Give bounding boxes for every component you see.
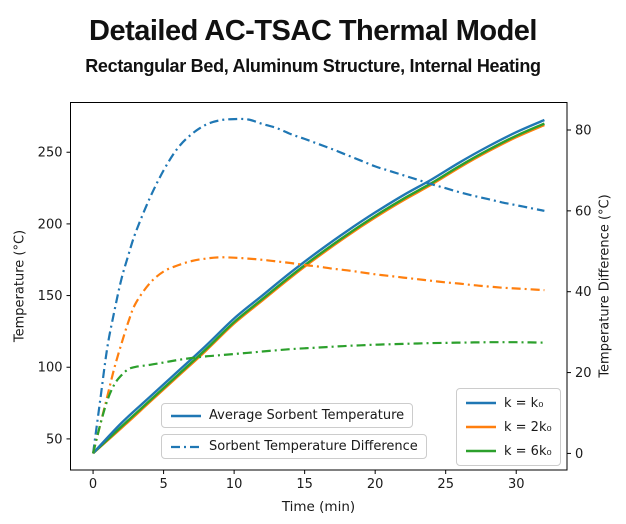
- x-tick-label-5: 5: [159, 477, 167, 492]
- legend-temperature-difference: Sorbent Temperature Difference: [161, 434, 427, 459]
- legend-solid-row: Average Sorbent Temperature: [162, 404, 412, 427]
- x-axis-label: Time (min): [281, 499, 356, 515]
- legend-k0-label: k = k₀: [504, 395, 544, 411]
- y-right-tick-label-20: 20: [575, 366, 592, 381]
- k2-line-sample-icon: [466, 425, 496, 429]
- legend-2k0-label: k = 2k₀: [504, 419, 552, 435]
- legend-k-row-2: k = 6k₀: [457, 439, 560, 463]
- legend-6k0-label: k = 6k₀: [504, 443, 552, 459]
- y-left-tick-label-100: 100: [38, 361, 63, 376]
- chart-title: Detailed AC-TSAC Thermal Model: [89, 15, 537, 47]
- x-tick-label-25: 25: [437, 477, 454, 492]
- y-right-tick-label-40: 40: [575, 285, 592, 300]
- y-axis-label-left: Temperature (°C): [12, 229, 28, 343]
- y-right-tick-label-0: 0: [575, 447, 583, 462]
- legend-solid-label: Average Sorbent Temperature: [209, 408, 405, 423]
- y-right-tick-label-80: 80: [575, 123, 592, 138]
- dashdot-line-sample-icon: [171, 445, 201, 448]
- legend-k-values: k = k₀ k = 2k₀ k = 6k₀: [456, 388, 561, 466]
- plot-frame: [70, 102, 568, 471]
- legend-k-row-0: k = k₀: [457, 391, 560, 415]
- k0-line-sample-icon: [466, 401, 496, 405]
- x-tick-label-10: 10: [226, 477, 243, 492]
- x-tick-label-30: 30: [508, 477, 525, 492]
- legend-dash-row: Sorbent Temperature Difference: [162, 435, 426, 458]
- solid-line-sample-icon: [171, 414, 201, 417]
- y-left-tick-label-200: 200: [38, 217, 63, 232]
- y-left-tick-label-250: 250: [38, 146, 63, 161]
- x-tick-label-0: 0: [89, 477, 97, 492]
- legend-dash-label: Sorbent Temperature Difference: [209, 439, 418, 454]
- series-sorbent-temperature-difference-k-2k: [92, 256, 545, 454]
- legend-k-row-1: k = 2k₀: [457, 415, 560, 439]
- y-left-tick-label-150: 150: [38, 289, 63, 304]
- y-right-tick-label-60: 60: [575, 204, 592, 219]
- series-sorbent-temperature-difference-k-k: [92, 117, 545, 454]
- series-average-sorbent-temperature-k-6k: [92, 122, 545, 455]
- x-tick-label-20: 20: [367, 477, 384, 492]
- x-tick-label-15: 15: [296, 477, 313, 492]
- k6-line-sample-icon: [466, 449, 496, 453]
- chart-subtitle: Rectangular Bed, Aluminum Structure, Int…: [85, 56, 541, 76]
- legend-average-temperature: Average Sorbent Temperature: [161, 403, 414, 428]
- series-sorbent-temperature-difference-k-6k: [92, 341, 545, 454]
- y-left-tick-label-50: 50: [46, 432, 63, 447]
- y-axis-label-right: Temperature Difference (°C): [597, 194, 613, 378]
- series-average-sorbent-temperature-k-k: [92, 118, 545, 455]
